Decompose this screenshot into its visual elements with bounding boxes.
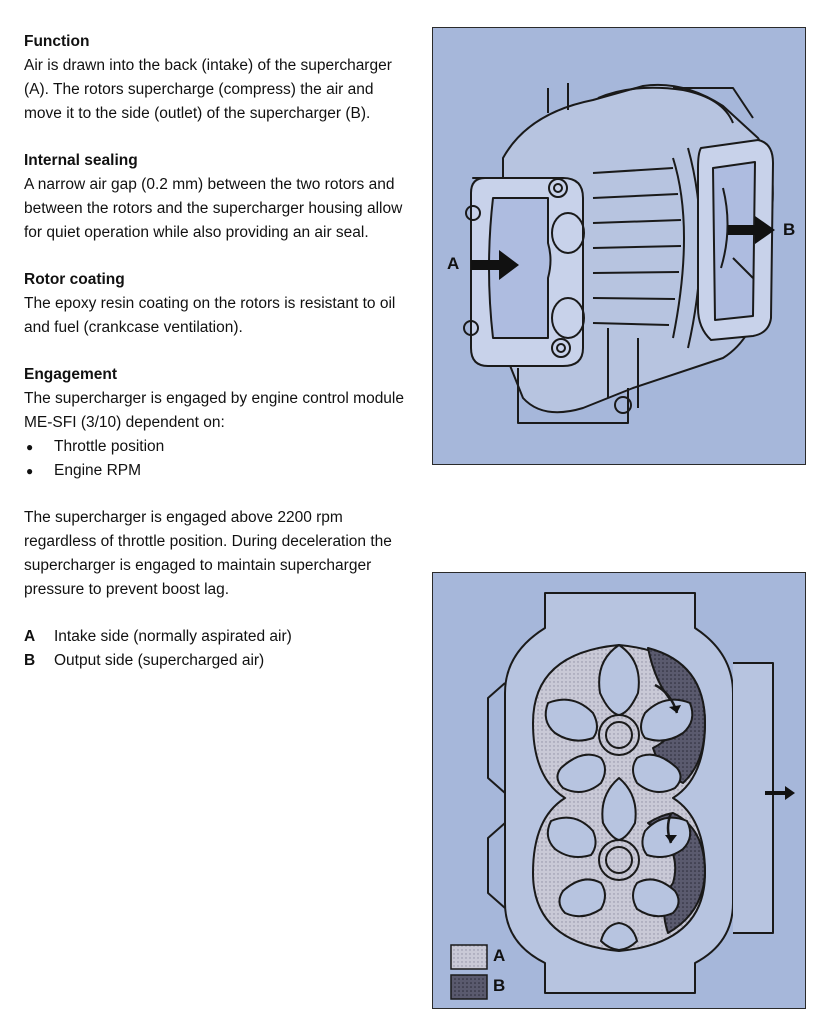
legend-key-b: B [493,976,506,995]
legend-key-a: A [493,946,506,965]
heading-rotor-coating: Rotor coating [24,271,125,288]
paragraph-rotor-coating: The epoxy resin coating on the rotors is… [24,295,396,336]
legend-key: A [24,628,36,645]
heading-function: Function [24,33,90,50]
paragraph-engagement: The supercharger is engaged by engine co… [24,390,404,431]
legend-key: B [24,652,36,669]
legend-swatch-b [450,974,488,1000]
legend-row: A Intake side (normally aspirated air) [24,625,414,649]
bullet-item: Throttle position [24,435,414,459]
legend: A Intake side (normally aspirated air) B… [24,625,414,673]
bullet-item: Engine RPM [24,459,414,483]
heading-engagement: Engagement [24,366,118,383]
legend-row: B Output side (supercharged air) [24,649,414,673]
paragraph-engagement-detail: The supercharger is engaged above 2200 r… [24,509,392,598]
rotation-arrow-icon [665,835,677,843]
engagement-bullet-list: Throttle position Engine RPM [24,435,414,483]
label-b: B [783,220,796,239]
section-engagement: Engagement The supercharger is engaged b… [24,363,414,483]
label-a: A [447,254,460,273]
rotor-cross-section-figure: A B [432,572,806,1009]
paragraph-internal-sealing: A narrow air gap (0.2 mm) between the tw… [24,176,403,241]
section-internal-sealing: Internal sealing A narrow air gap (0.2 m… [24,149,414,245]
section-engagement-detail: The supercharger is engaged above 2200 r… [24,506,414,602]
text-column: Function Air is drawn into the back (int… [24,30,414,673]
paragraph-function: Air is drawn into the back (intake) of t… [24,57,392,122]
section-function: Function Air is drawn into the back (int… [24,30,414,126]
intake-arrow-icon [471,250,519,280]
legend-text: Output side (supercharged air) [54,652,265,669]
outlet-arrow-icon [765,786,795,800]
heading-internal-sealing: Internal sealing [24,152,138,169]
outlet-arrow-icon [728,216,775,244]
supercharger-exterior-drawing [463,83,775,424]
rotor-cross-section-drawing [450,592,795,1000]
section-rotor-coating: Rotor coating The epoxy resin coating on… [24,268,414,340]
rotation-arrow-icon [669,705,681,713]
legend-swatch-a [450,944,488,970]
legend-text: Intake side (normally aspirated air) [54,628,292,645]
supercharger-exterior-figure: A B [432,27,806,465]
